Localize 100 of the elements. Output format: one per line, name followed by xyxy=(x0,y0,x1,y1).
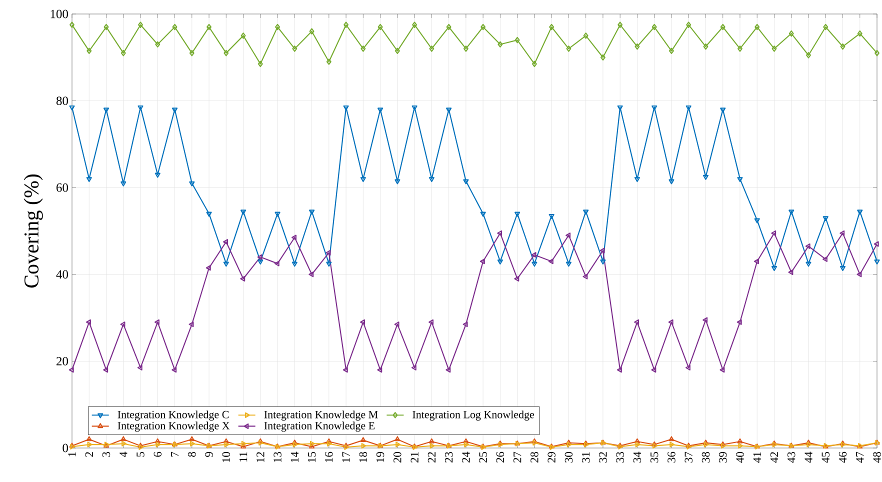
y-tick-label: 60 xyxy=(56,183,68,192)
point xyxy=(857,30,862,37)
point xyxy=(720,441,726,446)
point xyxy=(806,442,812,448)
point xyxy=(327,440,332,446)
legend-label: Integration Knowledge M xyxy=(264,410,378,421)
point xyxy=(463,46,468,52)
x-tick-label: 34 xyxy=(633,452,642,462)
point xyxy=(378,24,383,30)
x-tick-label: 26 xyxy=(496,452,504,463)
point xyxy=(86,436,92,442)
x-tick-label: 11 xyxy=(239,452,248,462)
legend-label: Integration Log Knowledge xyxy=(412,410,534,421)
point xyxy=(737,46,742,52)
point xyxy=(840,43,846,50)
point xyxy=(292,46,298,52)
point xyxy=(686,22,692,28)
x-tick-label: 21 xyxy=(410,452,418,463)
point xyxy=(566,262,572,267)
x-tick-label: 7 xyxy=(171,452,179,457)
point xyxy=(224,442,230,448)
y-axis-title: Covering (%) xyxy=(24,174,43,288)
point xyxy=(463,438,469,444)
point xyxy=(120,181,126,186)
point xyxy=(412,22,418,28)
point xyxy=(138,105,144,110)
point xyxy=(720,367,725,373)
point xyxy=(120,50,126,56)
point xyxy=(480,212,486,217)
point xyxy=(274,260,280,266)
x-tick-label: 18 xyxy=(359,452,368,462)
y-tick-label: 40 xyxy=(56,270,68,279)
point xyxy=(122,440,127,446)
point xyxy=(771,266,778,272)
point xyxy=(360,46,366,52)
point xyxy=(154,172,160,178)
x-tick-label: 8 xyxy=(188,452,196,457)
point xyxy=(806,440,812,445)
point xyxy=(292,262,298,267)
point xyxy=(531,252,536,258)
point xyxy=(532,262,538,267)
y-tick-label: 0 xyxy=(62,444,68,452)
point xyxy=(548,214,554,219)
point xyxy=(344,22,349,28)
x-tick-label: 2 xyxy=(85,452,93,457)
point xyxy=(652,441,658,446)
point xyxy=(462,322,468,328)
point xyxy=(394,322,400,328)
point xyxy=(429,46,434,52)
x-tick-label: 35 xyxy=(650,452,658,462)
point xyxy=(223,239,228,245)
point xyxy=(154,438,160,444)
legend-label: Integration Knowledge X xyxy=(118,422,230,432)
point xyxy=(616,367,622,373)
point xyxy=(377,367,382,373)
x-tick-label: 19 xyxy=(376,452,384,462)
point xyxy=(702,440,709,445)
y-tick-label: 20 xyxy=(56,356,68,366)
point xyxy=(634,438,640,444)
point xyxy=(240,210,246,215)
point xyxy=(670,442,675,448)
point xyxy=(754,258,759,264)
point xyxy=(635,442,640,448)
point xyxy=(86,48,92,54)
point xyxy=(668,179,674,184)
point xyxy=(754,24,760,30)
point xyxy=(223,438,229,444)
point xyxy=(634,43,640,50)
x-tick-label: 25 xyxy=(479,452,487,463)
point xyxy=(87,442,92,448)
point xyxy=(138,22,144,28)
legend-label: Integration Knowledge C xyxy=(118,410,229,421)
x-tick-label: 24 xyxy=(462,452,470,463)
point xyxy=(103,108,110,113)
point xyxy=(446,108,452,113)
point xyxy=(394,179,400,184)
x-tick-label: 43 xyxy=(788,452,796,463)
point xyxy=(618,22,623,28)
point xyxy=(308,444,315,449)
x-tick-label: 5 xyxy=(136,452,144,457)
point xyxy=(188,322,194,328)
x-tick-label: 36 xyxy=(668,452,676,462)
point xyxy=(156,442,161,448)
point xyxy=(856,272,862,278)
x-tick-label: 23 xyxy=(444,452,453,463)
point xyxy=(240,276,246,282)
point xyxy=(396,442,401,448)
x-tick-label: 45 xyxy=(822,452,830,463)
point xyxy=(720,24,726,30)
point xyxy=(532,438,538,444)
point xyxy=(223,262,229,267)
point xyxy=(737,177,743,182)
point xyxy=(412,105,418,110)
point xyxy=(190,440,196,446)
point xyxy=(532,440,538,446)
point xyxy=(428,177,434,182)
point xyxy=(411,364,416,371)
x-tick-label: 39 xyxy=(718,452,727,462)
point xyxy=(104,24,109,30)
point xyxy=(549,24,554,30)
